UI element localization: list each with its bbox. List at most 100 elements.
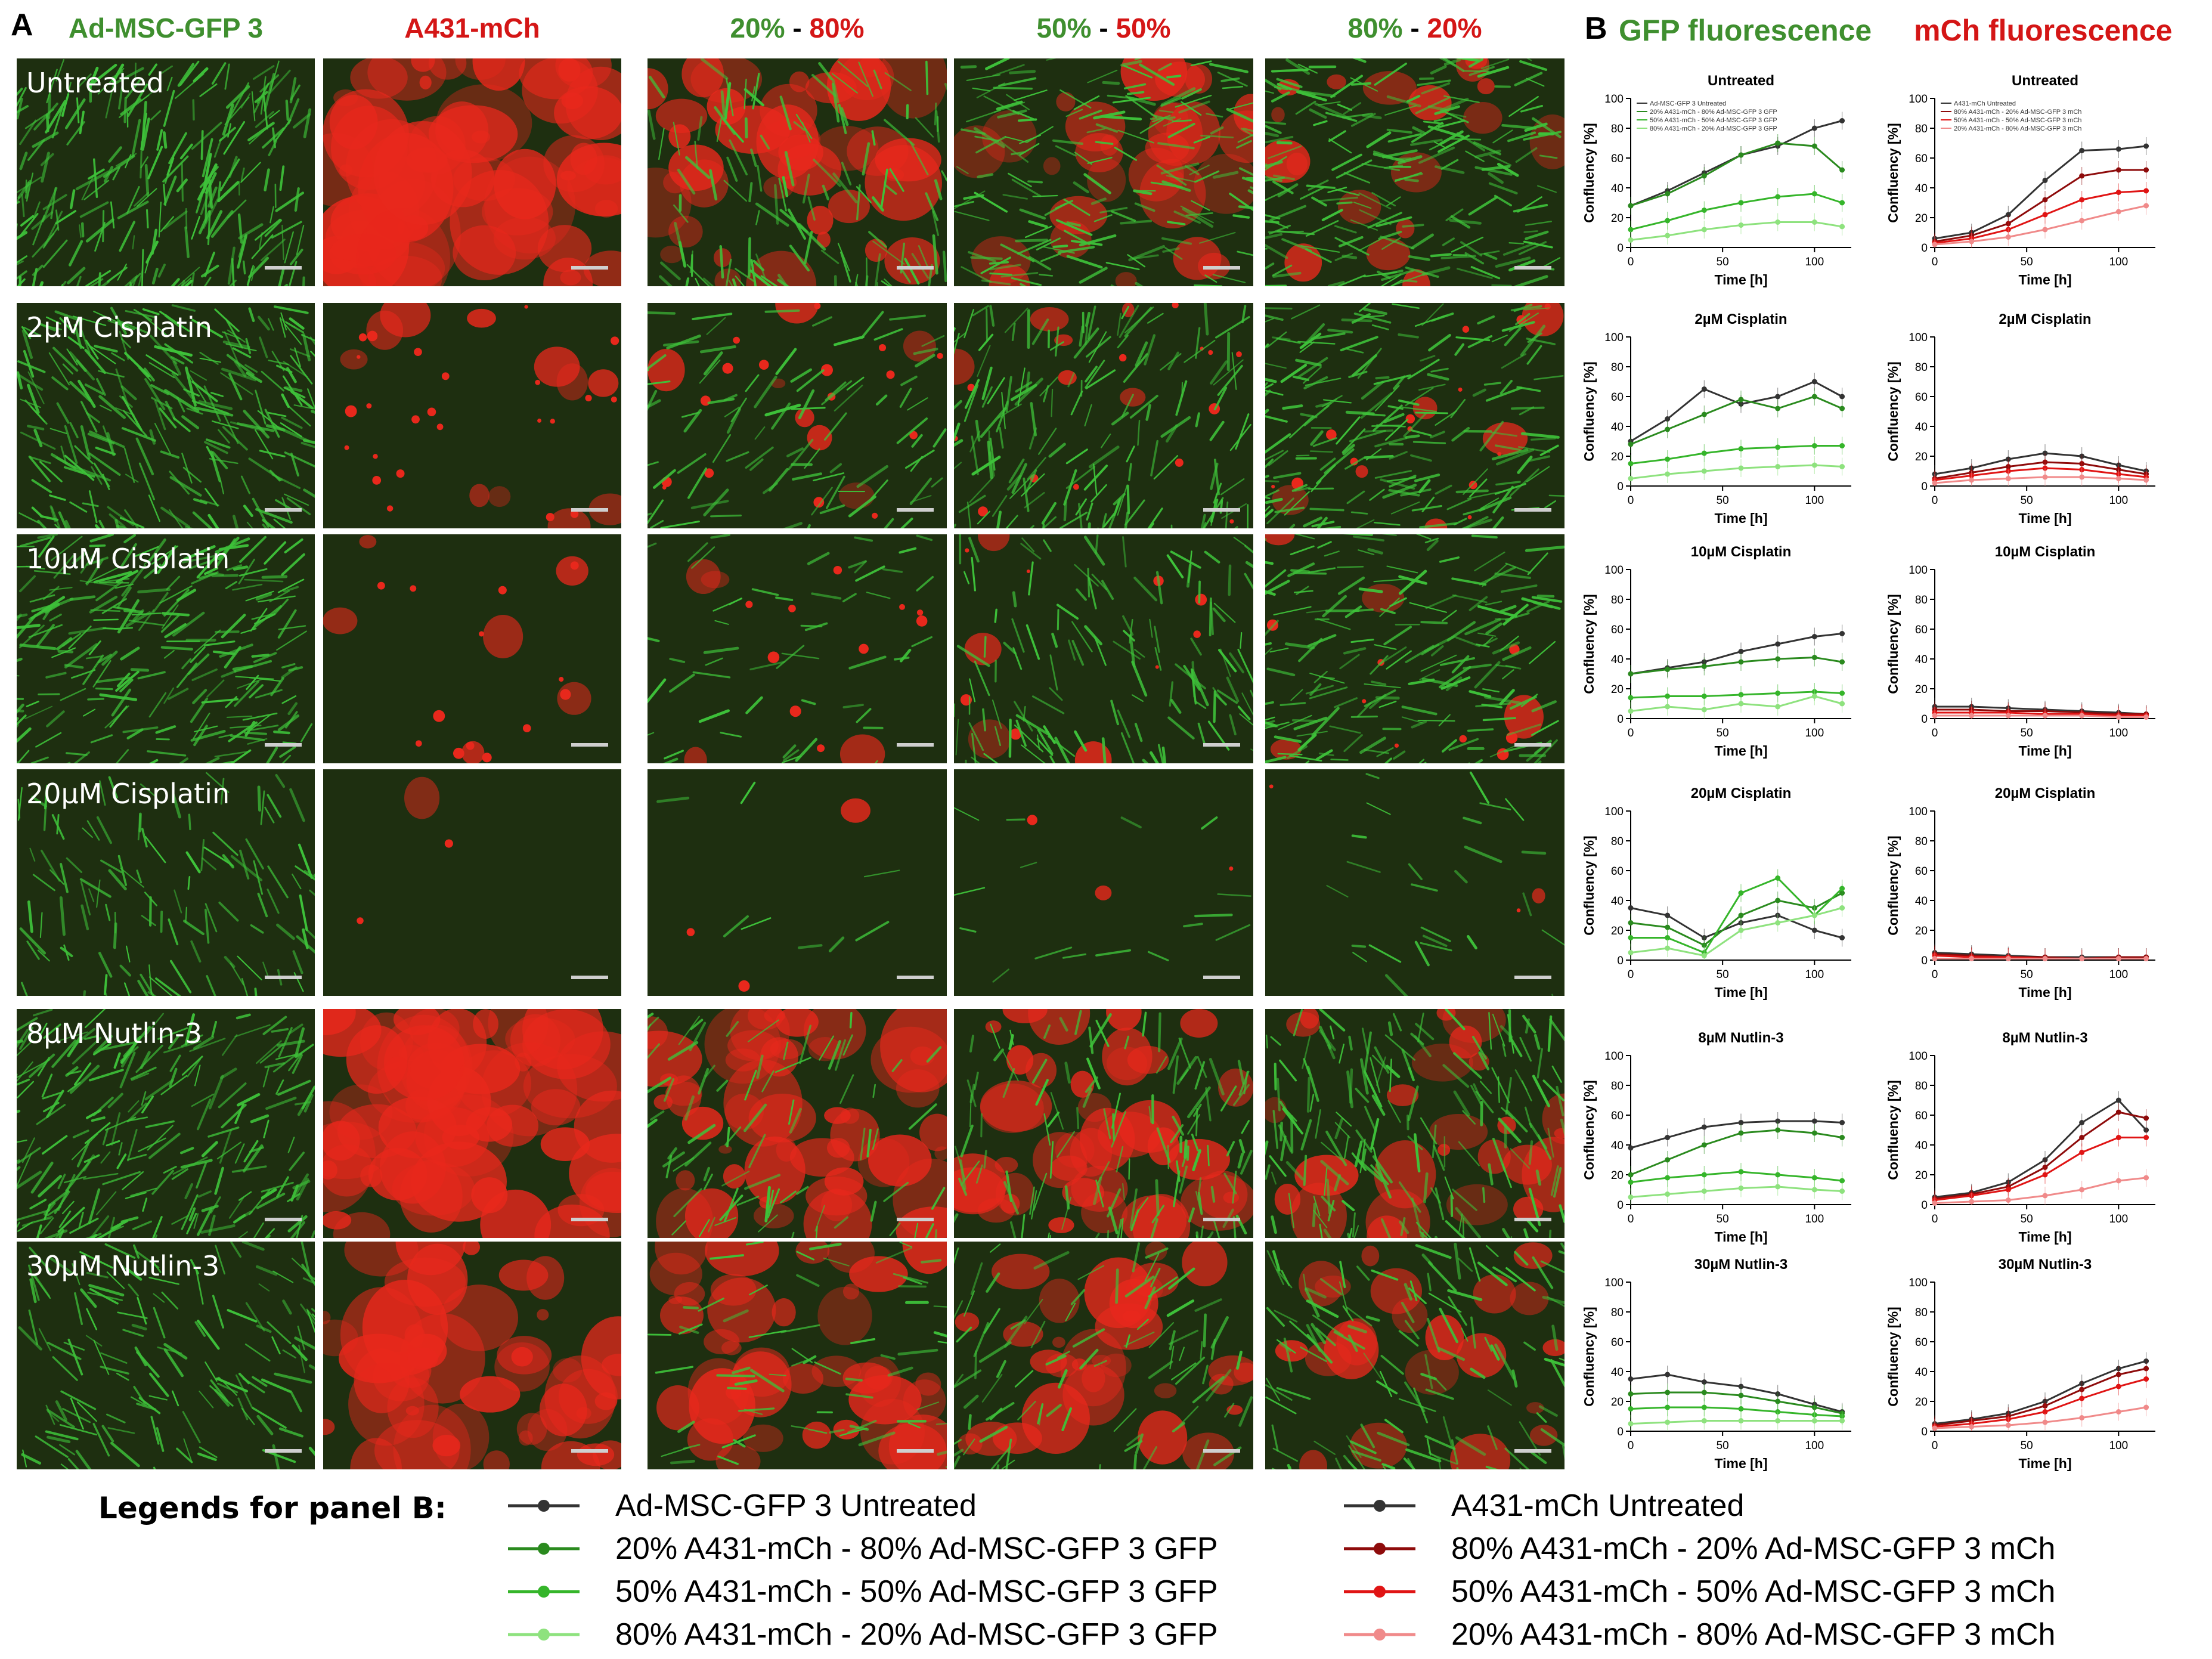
x-tick-label: 0 <box>1628 1213 1634 1225</box>
legend-swatch <box>1344 1586 1415 1598</box>
data-point <box>1839 1418 1845 1423</box>
data-point <box>2042 1172 2048 1178</box>
y-tick-label: 0 <box>1921 955 1928 967</box>
data-point <box>2115 714 2121 720</box>
scale-bar <box>897 743 934 747</box>
micrograph-image <box>323 58 621 286</box>
legend-item: 80% A431-mCh - 20% Ad-MSC-GFP 3 mCh <box>1344 1531 2055 1567</box>
data-point <box>2115 476 2121 481</box>
column-title-0: Ad-MSC-GFP 3 <box>17 12 315 44</box>
x-tick-label: 50 <box>2021 968 2033 981</box>
micrograph-image <box>1265 58 1564 286</box>
data-point <box>1839 1135 1845 1140</box>
data-point <box>1932 480 1938 486</box>
x-axis-label: Time [h] <box>2018 985 2071 1000</box>
micrograph-tile <box>323 1009 621 1238</box>
mini-legend-label: 50% A431-mCh - 50% Ad-MSC-GFP 3 GFP <box>1650 117 1777 124</box>
data-point <box>2005 476 2011 481</box>
data-point <box>2005 713 2011 719</box>
data-point <box>1775 704 1781 710</box>
data-point <box>1628 950 1634 955</box>
mini-legend-label: 80% A431-mCh - 20% Ad-MSC-GFP 3 mCh <box>1954 109 2081 116</box>
data-point <box>1738 659 1744 665</box>
data-point <box>1738 446 1744 451</box>
data-point <box>1738 1130 1744 1136</box>
data-point <box>1775 1418 1781 1423</box>
line-chart: 20µM Cisplatin 0 20 40 60 80 100 0 50 100 Time [h]… <box>1581 785 1851 1000</box>
y-tick-label: 80 <box>1611 123 1624 135</box>
legend-item: A431-mCh Untreated <box>1344 1488 1940 1524</box>
scale-bar <box>897 1218 934 1221</box>
data-point <box>1738 1186 1744 1191</box>
legend-label: A431-mCh Untreated <box>1451 1488 1745 1523</box>
data-point <box>2143 1135 2149 1140</box>
series-line <box>1934 190 2146 244</box>
y-tick-label: 80 <box>1611 361 1624 374</box>
data-point <box>1839 224 1845 230</box>
data-point <box>1775 394 1781 400</box>
micrograph-image <box>656 781 900 992</box>
y-tick-label: 0 <box>1921 242 1928 255</box>
data-point <box>1701 1404 1707 1410</box>
y-tick-label: 20 <box>1915 683 1928 696</box>
series-line <box>1630 221 1842 241</box>
data-point <box>1839 167 1845 173</box>
data-point <box>1701 1379 1707 1385</box>
micrograph-image <box>1265 303 1564 528</box>
data-point <box>1701 1188 1707 1194</box>
legend-swatch <box>1344 1629 1415 1641</box>
scale-bar <box>265 266 302 270</box>
column-title-part: 20% <box>730 13 785 44</box>
column-title-part: 80% <box>809 13 865 44</box>
data-point <box>1775 140 1781 146</box>
micrograph-tile <box>1265 1009 1564 1238</box>
chart-title: 2µM Cisplatin <box>1694 311 1787 327</box>
data-point <box>2143 203 2149 209</box>
data-point <box>1839 200 1845 206</box>
y-tick-label: 60 <box>1611 1110 1624 1122</box>
data-point <box>1628 905 1634 911</box>
data-point <box>2005 956 2011 961</box>
x-tick-label: 50 <box>1717 727 1729 739</box>
data-point <box>1738 1406 1744 1412</box>
y-tick-label: 60 <box>1915 391 1928 404</box>
micrograph-tile: 30µM Nutlin-3 <box>17 1242 315 1469</box>
chart-title: 8µM Nutlin-3 <box>2002 1030 2087 1046</box>
column-title-part: - <box>1402 13 1427 44</box>
y-tick-label: 40 <box>1915 182 1928 195</box>
y-tick-label: 60 <box>1611 1336 1624 1349</box>
micrograph-image <box>323 535 591 763</box>
data-point <box>2079 1150 2085 1155</box>
scale-bar <box>897 266 934 270</box>
data-point <box>2042 1419 2048 1425</box>
data-point <box>1665 426 1671 432</box>
micrograph-tile: Untreated <box>17 58 315 286</box>
data-point <box>2143 956 2149 961</box>
micrograph-tile <box>648 1009 947 1238</box>
line-chart: 10µM Cisplatin 0 20 40 60 80 100 0 50 100 Time [h]… <box>1885 544 2155 759</box>
y-tick-label: 20 <box>1915 1396 1928 1409</box>
data-point <box>1811 143 1817 149</box>
scale-bar <box>571 976 608 979</box>
legend-label: Ad-MSC-GFP 3 Untreated <box>615 1488 977 1523</box>
x-tick-label: 0 <box>1932 256 1938 268</box>
column-title-part: 20% <box>1427 13 1482 44</box>
data-point <box>1775 1127 1781 1133</box>
y-tick-label: 40 <box>1915 421 1928 434</box>
micrograph-tile <box>1265 534 1564 763</box>
y-tick-label: 100 <box>1909 1050 1928 1063</box>
chart-title: Untreated <box>2012 73 2078 89</box>
y-tick-label: 100 <box>1604 1277 1624 1289</box>
micrograph-image <box>954 807 1251 983</box>
y-tick-label: 100 <box>1604 332 1624 344</box>
micrograph-image <box>18 1242 315 1469</box>
y-axis-label: Confluency [%] <box>1885 123 1901 222</box>
scale-bar <box>265 1218 302 1221</box>
series-line <box>1934 476 2146 484</box>
y-tick-label: 20 <box>1915 451 1928 463</box>
data-point <box>2042 227 2048 233</box>
data-point <box>1775 406 1781 411</box>
x-axis-label: Time [h] <box>1714 1456 1767 1471</box>
micrograph-image <box>954 58 1253 286</box>
micrograph-image <box>17 772 315 996</box>
